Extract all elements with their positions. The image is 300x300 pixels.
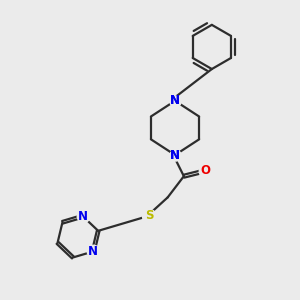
Text: N: N — [170, 149, 180, 162]
Text: N: N — [170, 94, 180, 107]
Text: N: N — [170, 148, 180, 161]
Text: N: N — [88, 245, 98, 258]
Text: O: O — [200, 164, 210, 177]
Text: N: N — [78, 210, 88, 223]
Text: N: N — [170, 94, 180, 107]
Text: S: S — [145, 209, 154, 222]
